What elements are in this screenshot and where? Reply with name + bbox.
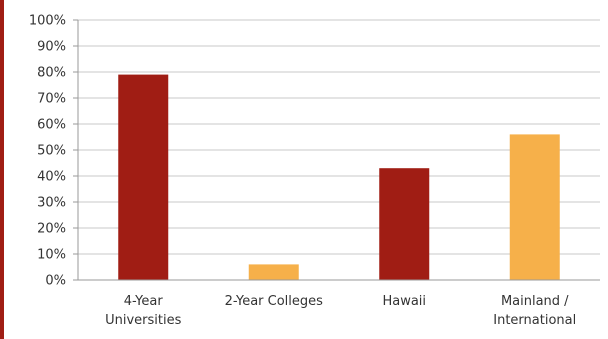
y-tick-label: 60% <box>37 118 66 133</box>
y-tick-label: 20% <box>37 222 66 237</box>
y-tick-label: 90% <box>37 40 66 55</box>
y-tick-label: 50% <box>37 144 66 159</box>
y-tick-label: 30% <box>37 196 66 211</box>
x-category-label: 2-Year Colleges <box>225 294 324 309</box>
y-tick-label: 40% <box>37 170 66 185</box>
bar <box>248 264 299 280</box>
y-axis-tick-labels: 0% 10% 20% 30% 40% 50% 60% 70% 80% 90% 100% <box>29 14 78 289</box>
bar <box>509 134 560 280</box>
x-category-label: 4-Year <box>124 294 164 309</box>
y-tick-label: 10% <box>37 248 66 263</box>
x-category-label: Mainland / <box>501 294 569 309</box>
bar <box>118 74 169 280</box>
y-tick-label: 0% <box>45 274 66 289</box>
y-tick-label: 100% <box>29 14 66 29</box>
bar <box>379 168 430 280</box>
bars <box>118 74 560 280</box>
y-tick-label: 80% <box>37 66 66 81</box>
x-category-label: International <box>493 313 576 328</box>
y-tick-label: 70% <box>37 92 66 107</box>
x-axis-category-labels: 4-Year Universities 2-Year Colleges Hawaii M… <box>105 294 576 328</box>
x-category-label: Hawaii <box>382 294 426 309</box>
left-accent-border <box>0 0 4 339</box>
x-category-label: Universities <box>105 313 181 328</box>
